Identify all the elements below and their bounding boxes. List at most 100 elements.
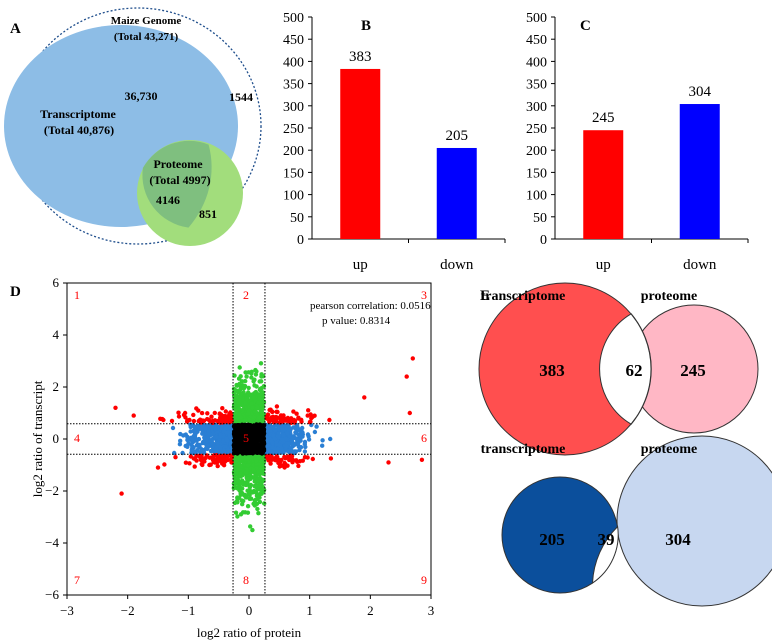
bar-value-label: 245 (592, 110, 615, 126)
scatter-point (287, 457, 292, 463)
y-tick-label: 50 (533, 211, 547, 226)
panel-label-d: D (10, 284, 21, 300)
scatter-point (291, 409, 296, 414)
scatter-point (269, 454, 274, 459)
scatter-point (306, 408, 311, 413)
scatter-point (234, 430, 239, 436)
scatter-point (257, 422, 262, 427)
scatter-point (266, 458, 271, 463)
scatter-point (225, 454, 230, 459)
scatter-point (187, 461, 192, 466)
scatter-point (199, 425, 205, 430)
y-tick-label: 2 (53, 379, 60, 394)
scatter-point (191, 418, 197, 424)
y-tick-label: 4 (53, 327, 60, 342)
scatter-point (276, 460, 281, 466)
scatter-point (192, 464, 197, 469)
scatter-point (198, 455, 203, 460)
scatter-point (237, 387, 243, 393)
scatter-point (259, 379, 264, 384)
proteome-total: (Total 4997) (149, 173, 210, 187)
scatter-point (195, 442, 200, 447)
scatter-point (245, 411, 251, 416)
scatter-point (233, 510, 239, 515)
venn-e-bottom-left-value: 205 (539, 530, 565, 549)
region-label-5: 5 (243, 431, 249, 445)
scatter-point (293, 430, 298, 435)
scatter-point (158, 416, 163, 421)
scatter-point (274, 409, 279, 414)
x-tick-label: −3 (60, 603, 74, 618)
scatter-point (255, 411, 260, 417)
scatter-point (296, 415, 301, 420)
scatter-point (218, 444, 223, 450)
scatter-point (310, 456, 315, 462)
scatter-point (283, 443, 289, 449)
y-tick-label: 400 (283, 55, 304, 70)
scatter-point (245, 476, 250, 481)
scatter-point (328, 436, 333, 442)
scatter-point (305, 432, 311, 437)
scatter-point (296, 463, 301, 469)
scatter-point (244, 374, 249, 379)
scatter-point (206, 430, 211, 435)
scatter-point (279, 446, 284, 452)
scatter-point (280, 427, 286, 432)
genome-total: (Total 43,271) (114, 31, 179, 43)
scatter-point (237, 457, 242, 462)
y-tick-label: 250 (526, 122, 547, 137)
scatter-point (249, 369, 254, 374)
scatter-point (223, 444, 228, 449)
scatter-point (291, 449, 297, 454)
scatter-point (169, 418, 175, 424)
scatter-point (254, 405, 260, 410)
scatter-point (242, 427, 247, 432)
x-tick-label: −1 (181, 603, 195, 618)
scatter-point (297, 459, 303, 464)
scatter-point (239, 391, 244, 397)
scatter-point (298, 445, 304, 450)
venn-e-top-overlap-value: 62 (626, 361, 643, 380)
scatter-point (327, 417, 332, 423)
scatter-point (225, 457, 230, 463)
venn-e-top-outline (478, 282, 652, 456)
scatter-point (256, 469, 261, 474)
scatter-point (254, 369, 259, 374)
scatter-point (297, 432, 303, 437)
scatter-point (257, 415, 262, 420)
scatter-point (273, 427, 278, 433)
y-tick-label: 450 (283, 33, 304, 48)
scatter-point (259, 470, 265, 475)
bar-down (436, 147, 477, 239)
scatter-point (302, 441, 307, 447)
x-tick-label: 1 (306, 603, 313, 618)
count-overlap: 4146 (156, 193, 180, 207)
scatter-point (248, 482, 254, 488)
bar-up (583, 130, 624, 239)
scatter-point (212, 410, 217, 416)
y-tick-label: 400 (526, 55, 547, 70)
scatter-point (210, 440, 215, 446)
scatter-point (222, 414, 227, 419)
scatter-point (255, 436, 261, 442)
scatter-point (218, 434, 223, 439)
y-tick-label: 6 (53, 275, 60, 290)
scatter-point (264, 454, 270, 459)
scatter-point (240, 444, 246, 449)
category-label: up (596, 257, 611, 273)
scatter-point (206, 417, 211, 422)
scatter-point (300, 425, 305, 431)
scatter-point (177, 442, 183, 447)
venn-e-bottom-left-label: transcriptome (481, 442, 566, 457)
scatter-point (213, 426, 218, 431)
category-label: up (353, 257, 368, 273)
scatter-point (245, 488, 250, 493)
scatter-point (239, 492, 244, 497)
scatter-point (246, 435, 251, 440)
scatter-point (259, 389, 264, 395)
bar-down (679, 104, 720, 239)
scatter-point (256, 454, 262, 460)
panel-label-a: A (10, 21, 21, 37)
scatter-point (404, 374, 409, 379)
scatter-point (245, 463, 251, 468)
